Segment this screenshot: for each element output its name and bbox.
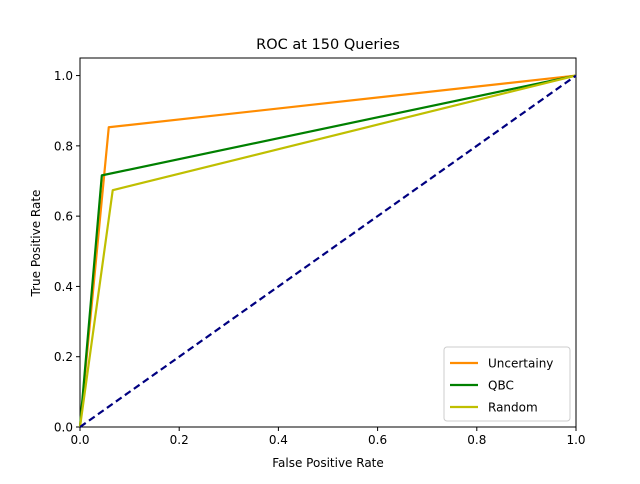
legend-label-random: Random <box>488 401 538 415</box>
series-line-random <box>78 74 577 428</box>
y-tick-label: 0.2 <box>54 350 73 364</box>
y-tick-label: 0.0 <box>54 421 73 435</box>
x-tick-label: 0.2 <box>170 433 189 447</box>
y-tick-label: 0.6 <box>54 210 73 224</box>
legend-label-uncertainy: Uncertainy <box>488 357 553 371</box>
legend-label-qbc: QBC <box>488 379 514 393</box>
x-tick-label: 0.4 <box>269 433 288 447</box>
y-tick-label: 1.0 <box>54 69 73 83</box>
y-tick-label: 0.4 <box>54 280 73 294</box>
x-tick-label: 0.0 <box>70 433 89 447</box>
x-tick-label: 1.0 <box>566 433 585 447</box>
axes-frame <box>79 57 577 428</box>
reference-diagonal-line <box>79 74 577 428</box>
legend: Uncertainy QBC Random <box>443 346 571 422</box>
legend-box <box>443 346 571 422</box>
x-tick-label: 0.6 <box>368 433 387 447</box>
chart-title: ROC at 150 Queries <box>256 37 400 53</box>
plot-area: 0.0 0.2 0.4 0.6 0.8 1.0 0.0 0.2 0.4 0.6 0.8 1.0 <box>54 57 586 447</box>
y-tick-label: 0.8 <box>54 139 73 153</box>
x-tick-label: 0.8 <box>467 433 486 447</box>
series-line-qbc <box>78 74 577 428</box>
y-axis-label: True Positive Rate <box>29 190 43 298</box>
x-axis-label: False Positive Rate <box>272 456 384 470</box>
